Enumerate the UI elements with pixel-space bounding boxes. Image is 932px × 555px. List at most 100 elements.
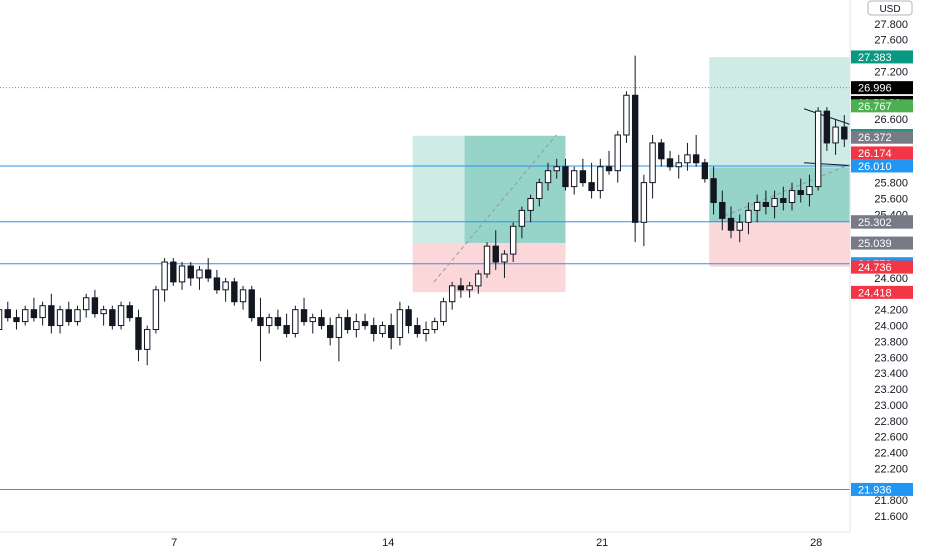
candle-body[interactable]: [326, 325, 334, 338]
candle-body[interactable]: [30, 309, 38, 319]
candle-body[interactable]: [135, 317, 142, 350]
candle-body[interactable]: [65, 309, 72, 323]
candle-body[interactable]: [841, 126, 848, 140]
candle-body[interactable]: [379, 325, 386, 334]
candle-body[interactable]: [82, 297, 90, 311]
candle-body[interactable]: [196, 269, 203, 279]
candle-body[interactable]: [466, 285, 473, 291]
candle-body[interactable]: [771, 198, 778, 207]
candle-body[interactable]: [213, 277, 221, 291]
candle-body[interactable]: [405, 309, 412, 327]
candle-body[interactable]: [797, 190, 804, 196]
candle-body[interactable]: [788, 190, 796, 203]
candle-body[interactable]: [562, 166, 569, 188]
candle-body[interactable]: [239, 289, 247, 303]
loss-zone[interactable]: [709, 221, 866, 267]
candle-body[interactable]: [422, 329, 430, 334]
candle-body[interactable]: [710, 178, 717, 203]
candle-body[interactable]: [187, 265, 194, 279]
candle-body[interactable]: [204, 269, 212, 279]
candle-body[interactable]: [631, 94, 639, 223]
candle-body[interactable]: [649, 142, 656, 184]
candle-body[interactable]: [21, 309, 29, 323]
candle-body[interactable]: [814, 110, 822, 188]
candle-body[interactable]: [684, 154, 691, 164]
candle-body[interactable]: [727, 217, 735, 231]
candle-body[interactable]: [396, 309, 404, 338]
candle-body[interactable]: [265, 317, 273, 327]
candle-body[interactable]: [736, 221, 743, 231]
candle-body[interactable]: [605, 166, 613, 172]
candle-body[interactable]: [257, 317, 264, 327]
candle-body[interactable]: [387, 325, 395, 338]
candle-body[interactable]: [13, 317, 20, 323]
candle-body[interactable]: [143, 329, 151, 350]
candle-body[interactable]: [48, 305, 55, 327]
candle-body[interactable]: [283, 325, 290, 334]
candle-body[interactable]: [832, 126, 839, 144]
candle-body[interactable]: [753, 201, 761, 211]
candle-body[interactable]: [745, 209, 752, 223]
candle-body[interactable]: [692, 154, 700, 164]
candle-body[interactable]: [56, 309, 64, 327]
candle-body[interactable]: [309, 317, 316, 323]
candle-body[interactable]: [588, 182, 595, 192]
candle-body[interactable]: [457, 285, 465, 291]
candle-body[interactable]: [701, 162, 709, 180]
candle-body[interactable]: [780, 198, 787, 203]
candle-body[interactable]: [553, 166, 560, 172]
candle-body[interactable]: [527, 198, 534, 211]
candle-body[interactable]: [74, 309, 81, 323]
candle-body[interactable]: [501, 253, 508, 263]
candle-body[interactable]: [806, 186, 813, 196]
candle-body[interactable]: [39, 305, 46, 319]
candle-body[interactable]: [178, 265, 186, 283]
candle-body[interactable]: [126, 305, 133, 319]
candle-body[interactable]: [300, 309, 308, 323]
candle-body[interactable]: [170, 261, 177, 283]
candle-body[interactable]: [719, 201, 726, 219]
candle-body[interactable]: [614, 134, 621, 172]
profit-zone[interactable]: [709, 57, 866, 222]
candle-body[interactable]: [492, 245, 499, 263]
candle-body[interactable]: [483, 245, 491, 275]
candle-body[interactable]: [536, 182, 543, 200]
candle-body[interactable]: [658, 142, 665, 160]
candle-body[interactable]: [152, 289, 160, 331]
candle-body[interactable]: [570, 170, 578, 188]
currency-button[interactable]: USD: [867, 0, 913, 16]
candle-body[interactable]: [361, 321, 369, 327]
candle-body[interactable]: [344, 317, 351, 331]
candle-body[interactable]: [509, 225, 517, 255]
candle-body[interactable]: [109, 309, 116, 327]
candle-body[interactable]: [431, 321, 438, 331]
candle-body[interactable]: [544, 170, 552, 184]
candle-body[interactable]: [579, 170, 587, 184]
candle-body[interactable]: [597, 166, 604, 192]
candle-body[interactable]: [100, 309, 107, 315]
candle-body[interactable]: [117, 305, 125, 327]
candle-body[interactable]: [666, 158, 674, 168]
candle-body[interactable]: [623, 94, 630, 136]
candle-body[interactable]: [161, 261, 168, 291]
candle-body[interactable]: [518, 209, 526, 227]
candle-body[interactable]: [440, 301, 447, 323]
candle-body[interactable]: [675, 162, 682, 168]
candle-body[interactable]: [414, 325, 421, 334]
candle-body[interactable]: [335, 317, 343, 338]
candle-body[interactable]: [475, 273, 482, 287]
candle-body[interactable]: [823, 110, 831, 144]
candle-body[interactable]: [448, 285, 456, 303]
candle-body[interactable]: [353, 321, 360, 331]
candle-body[interactable]: [231, 281, 238, 303]
candle-body[interactable]: [318, 317, 325, 327]
candle-body[interactable]: [91, 297, 99, 315]
candle-body[interactable]: [370, 325, 377, 334]
candle-body[interactable]: [4, 309, 11, 319]
candle-body[interactable]: [248, 289, 255, 319]
candle-body[interactable]: [222, 281, 229, 291]
candle-body[interactable]: [762, 201, 770, 207]
candle-body[interactable]: [274, 317, 282, 327]
candle-body[interactable]: [640, 182, 648, 223]
